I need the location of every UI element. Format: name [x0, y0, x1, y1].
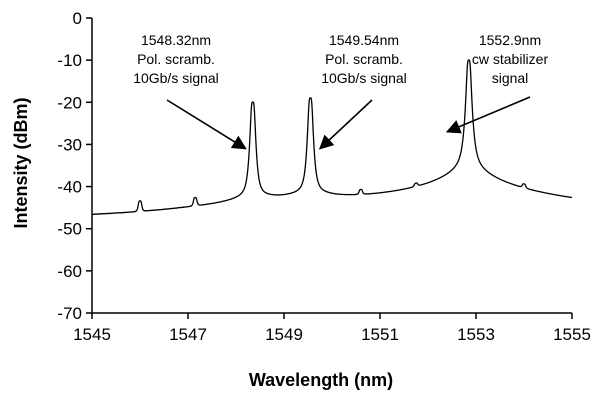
x-tick-label: 1555 [553, 325, 591, 344]
x-tick-label: 1549 [265, 325, 303, 344]
y-axis-title: Intensity (dBm) [11, 97, 31, 228]
y-tick-label: -20 [57, 93, 82, 112]
annotation-text: 1549.54nm [329, 32, 399, 48]
annotation-3: 1552.9nm cw stabilizer signal [445, 32, 549, 134]
x-axis-title: Wavelength (nm) [249, 370, 393, 390]
y-tick-label: -30 [57, 135, 82, 154]
annotation-text: cw stabilizer [472, 51, 549, 67]
annotation-text: Pol. scramb. [137, 51, 215, 67]
annotation-text: 1552.9nm [479, 32, 541, 48]
annotation-arrow [445, 96, 531, 134]
annotation-text: signal [492, 70, 529, 86]
x-tick-label: 1547 [169, 325, 207, 344]
annotation-text: 10Gb/s signal [321, 70, 407, 86]
annotation-arrow [318, 99, 373, 150]
y-tick-label: -60 [57, 262, 82, 281]
x-axis-ticks: 1545 1547 1549 1551 1553 1555 [73, 313, 591, 344]
y-tick-label: 0 [73, 9, 82, 28]
x-tick-label: 1545 [73, 325, 111, 344]
y-tick-label: -70 [57, 304, 82, 323]
annotation-1: 1548.32nm Pol. scramb. 10Gb/s signal [133, 32, 247, 150]
annotation-2: 1549.54nm Pol. scramb. 10Gb/s signal [318, 32, 407, 150]
y-tick-label: -10 [57, 51, 82, 70]
x-tick-label: 1553 [457, 325, 495, 344]
annotation-text: 1548.32nm [141, 32, 211, 48]
spectrum-trace [91, 59, 573, 216]
annotation-text: 10Gb/s signal [133, 70, 219, 86]
y-tick-label: -40 [57, 178, 82, 197]
annotation-arrow [166, 99, 247, 150]
y-axis-ticks: 0 -10 -20 -30 -40 -50 -60 -70 [57, 9, 92, 323]
x-tick-label: 1551 [361, 325, 399, 344]
y-tick-label: -50 [57, 220, 82, 239]
annotation-text: Pol. scramb. [325, 51, 403, 67]
